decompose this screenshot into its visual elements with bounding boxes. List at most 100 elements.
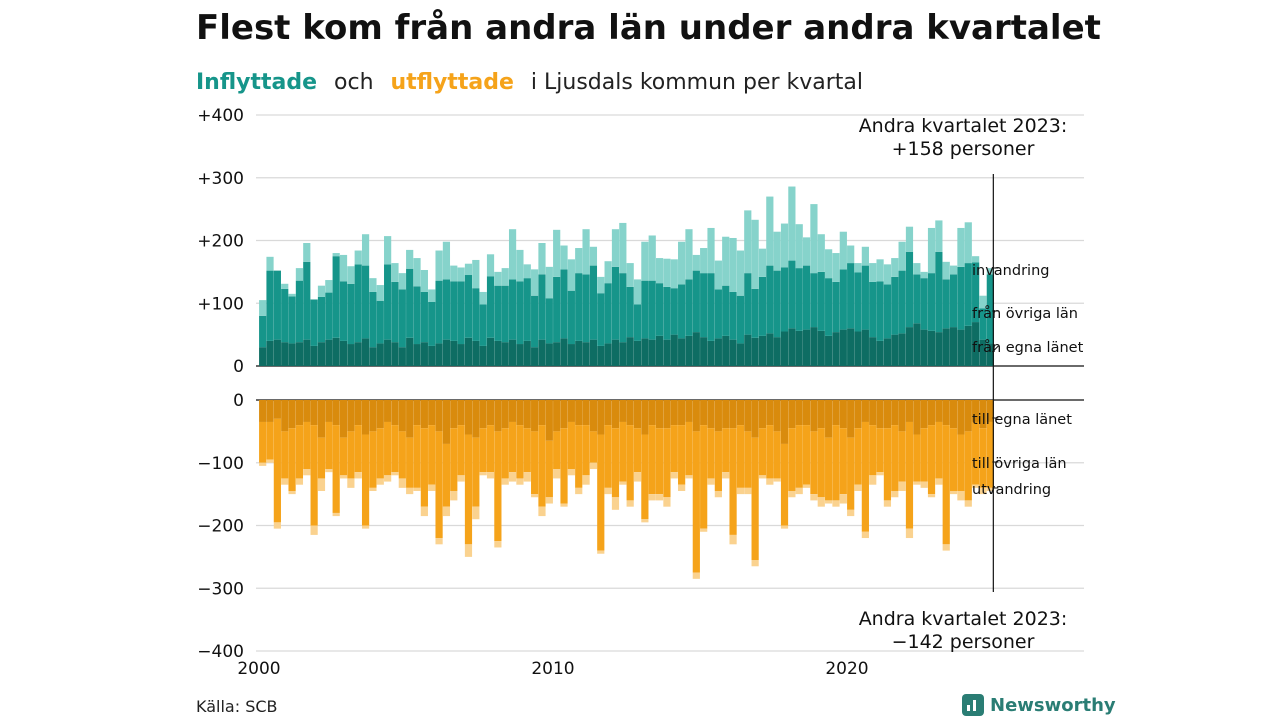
brand-name: Newsworthy [990, 694, 1116, 716]
inflow-immigration-bar [501, 268, 509, 286]
outflow-emigration-bar [663, 497, 671, 507]
annotation-text: Andra kvartalet 2023: [859, 115, 1068, 137]
outflow-other-counties-bar [266, 421, 274, 460]
inflow-other-counties-bar [545, 298, 553, 344]
outflow-other-counties-bar [295, 425, 304, 479]
outflow-emigration-bar [949, 490, 958, 495]
inflow-immigration-bar [920, 271, 928, 279]
inflow-immigration-bar [832, 253, 840, 282]
outflow-emigration-bar [361, 525, 370, 529]
outflow-own-county-bar [891, 400, 899, 426]
outflow-own-county-bar [949, 400, 958, 429]
outflow-other-counties-bar [913, 434, 921, 482]
upper-y-tick-label: +200 [197, 232, 244, 252]
lower-y-tick-label: −400 [197, 642, 244, 662]
outflow-own-county-bar [508, 400, 517, 422]
outflow-own-county-bar [354, 400, 362, 426]
outflow-other-counties-bar [516, 425, 524, 479]
inflow-own-county-bar [700, 337, 708, 366]
outflow-emigration-bar [332, 512, 340, 517]
outflow-own-county-bar [259, 400, 267, 422]
outflow-emigration-bar [406, 487, 414, 495]
outflow-own-county-bar [670, 400, 678, 426]
inflow-own-county-bar [384, 339, 392, 366]
inflow-own-county-bar [486, 337, 495, 366]
inflow-other-counties-bar [802, 265, 811, 330]
outflow-emigration-bar [869, 475, 877, 485]
inflow-own-county-bar [266, 340, 274, 366]
inflow-own-county-bar [523, 340, 531, 366]
inflow-own-county-bar [494, 340, 502, 366]
inflow-immigration-bar [744, 210, 752, 274]
outflow-emigration-bar [354, 472, 362, 479]
inflow-immigration-bar [567, 259, 575, 291]
inflow-immigration-bar [508, 229, 517, 280]
inflow-immigration-bar [780, 223, 789, 268]
outflow-emigration-bar [788, 490, 796, 498]
outflow-other-counties-bar [435, 431, 443, 539]
inflow-immigration-bar [905, 226, 914, 252]
outflow-emigration-bar [560, 503, 568, 507]
outflow-other-counties-bar [751, 437, 759, 561]
inflow-immigration-bar [486, 254, 495, 277]
inflow-other-counties-bar [384, 264, 392, 340]
outflow-emigration-bar [619, 481, 627, 485]
outflow-own-county-bar [678, 400, 686, 426]
inflow-own-county-bar [685, 335, 693, 366]
inflow-own-county-bar [972, 322, 980, 366]
brand-logo[interactable]: Newsworthy [962, 694, 1116, 716]
lower-series-label: till egna länet [972, 412, 1072, 428]
inflow-other-counties-bar [758, 276, 767, 336]
outflow-other-counties-bar [678, 425, 686, 485]
outflow-emigration-bar [692, 572, 700, 579]
inflow-other-counties-bar [964, 263, 972, 326]
outflow-other-counties-bar [560, 428, 568, 504]
inflow-immigration-bar [464, 263, 473, 276]
inflow-own-county-bar [435, 343, 443, 366]
inflow-own-county-bar [986, 343, 994, 366]
outflow-other-counties-bar [369, 431, 377, 488]
inflow-immigration-bar [428, 289, 436, 302]
inflow-other-counties-bar [927, 273, 936, 331]
outflow-own-county-bar [361, 400, 370, 435]
outflow-other-counties-bar [758, 428, 767, 476]
outflow-other-counties-bar [670, 425, 678, 473]
inflow-other-counties-bar [531, 295, 539, 348]
inflow-other-counties-bar [420, 291, 428, 343]
outflow-emigration-bar [633, 472, 642, 482]
inflow-immigration-bar [479, 291, 487, 305]
annotation-text: Andra kvartalet 2023: [859, 608, 1068, 630]
outflow-other-counties-bar [700, 425, 708, 529]
outflow-emigration-bar [729, 534, 737, 545]
outflow-other-counties-bar [744, 431, 752, 488]
inflow-immigration-bar [531, 269, 539, 296]
inflow-other-counties-bar [317, 296, 326, 343]
inflow-other-counties-bar [523, 278, 531, 341]
outflow-other-counties-bar [354, 425, 362, 473]
inflow-other-counties-bar [678, 284, 686, 339]
inflow-other-counties-bar [516, 281, 524, 345]
outflow-emigration-bar [685, 475, 693, 479]
outflow-other-counties-bar [648, 425, 656, 495]
inflow-own-county-bar [883, 338, 892, 366]
outflow-own-county-bar [560, 400, 568, 429]
outflow-own-county-bar [655, 400, 664, 429]
outflow-own-county-bar [325, 400, 333, 422]
outflow-own-county-bar [905, 400, 914, 422]
outflow-emigration-bar [428, 484, 436, 491]
outflow-own-county-bar [832, 400, 840, 426]
inflow-immigration-bar [376, 285, 384, 301]
inflow-other-counties-bar [751, 288, 759, 338]
outflow-other-counties-bar [310, 425, 318, 526]
outflow-other-counties-bar [486, 425, 495, 473]
inflow-immigration-bar [927, 227, 936, 274]
inflow-other-counties-bar [633, 304, 642, 341]
outflow-own-county-bar [597, 400, 605, 435]
outflow-emigration-bar [714, 490, 722, 498]
inflow-other-counties-bar [413, 286, 421, 345]
inflow-other-counties-bar [428, 301, 436, 346]
inflow-other-counties-bar [780, 267, 789, 332]
outflow-other-counties-bar [655, 428, 664, 495]
inflow-immigration-bar [450, 265, 458, 282]
outflow-other-counties-bar [876, 428, 884, 473]
